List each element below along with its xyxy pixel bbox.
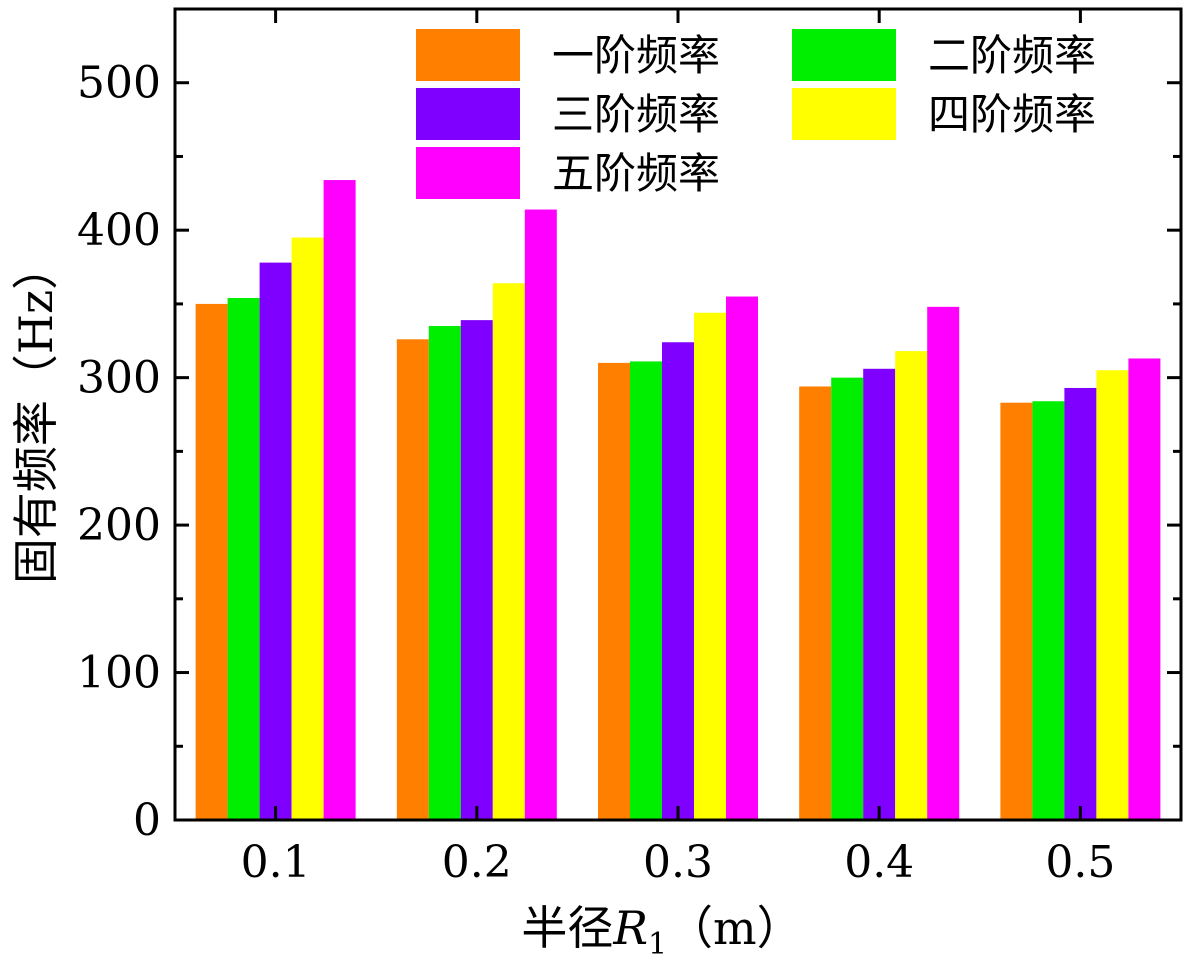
x-tick-label: 0.1: [241, 837, 311, 888]
bar-1-0.1: [195, 303, 228, 821]
x-tick-label: 0.3: [643, 837, 713, 888]
bar-3-0.2: [460, 320, 493, 820]
tick-labels-group: 0.1 0.2 0.3 0.4 0.5 0 100 200 300 400 500: [77, 58, 1115, 888]
bar-2-0.2: [428, 326, 461, 820]
y-tick-label: 100: [77, 648, 161, 699]
x-axis-title-sub: 1: [648, 927, 667, 962]
bar-3-0.5: [1064, 387, 1097, 820]
bar-2-0.3: [630, 361, 662, 820]
x-axis-title-suffix: （m）: [667, 901, 803, 955]
legend-label-4: 四阶频率: [928, 90, 1096, 139]
bar-5-0.4: [927, 306, 960, 821]
x-axis-title-var: R: [612, 901, 648, 955]
bar-2-0.1: [227, 298, 260, 821]
bar-1-0.4: [799, 386, 832, 820]
y-axis-title: 固有频率（Hz）: [9, 244, 63, 584]
x-tick-label: 0.5: [1045, 837, 1115, 888]
x-axis-title-prefix: 半径: [521, 901, 613, 955]
bar-4-0.1: [291, 237, 324, 820]
bar-2-0.5: [1032, 401, 1065, 820]
x-axis-title: 半径R1（m）: [521, 901, 802, 962]
legend-swatch-4: [792, 88, 896, 140]
legend-label-2: 二阶频率: [928, 31, 1096, 80]
bar-5-0.3: [726, 296, 758, 820]
bar-3-0.3: [662, 342, 694, 820]
bar-3-0.4: [863, 368, 896, 820]
legend-label-5: 五阶频率: [552, 149, 720, 198]
bar-3-0.1: [259, 262, 292, 820]
legend-swatch-1: [416, 29, 520, 81]
bars-group: [195, 180, 1161, 821]
y-tick-label: 0: [133, 795, 161, 846]
bar-5-0.5: [1128, 358, 1161, 820]
y-tick-label: 200: [77, 500, 161, 551]
bar-4-0.2: [492, 283, 525, 820]
legend-swatch-3: [416, 88, 520, 140]
bar-1-0.3: [598, 362, 630, 820]
bar-5-0.1: [323, 180, 356, 821]
x-tick-label: 0.4: [844, 837, 914, 888]
bar-5-0.2: [524, 209, 557, 820]
ticks-group: [175, 7, 1181, 822]
bar-2-0.4: [831, 377, 864, 820]
x-tick-label: 0.2: [442, 837, 512, 888]
bar-1-0.2: [396, 339, 429, 820]
legend-swatch-2: [792, 29, 896, 81]
bar-4-0.5: [1096, 370, 1129, 820]
legend-label-3: 三阶频率: [552, 90, 720, 139]
legend-swatch-5: [416, 147, 520, 199]
bar-4-0.4: [895, 351, 928, 820]
bar-1-0.5: [1000, 402, 1033, 820]
legend-label-1: 一阶频率: [552, 31, 720, 80]
y-tick-label: 400: [77, 205, 161, 256]
bar-4-0.3: [694, 312, 726, 820]
y-tick-label: 300: [77, 353, 161, 404]
y-tick-label: 500: [77, 58, 161, 109]
